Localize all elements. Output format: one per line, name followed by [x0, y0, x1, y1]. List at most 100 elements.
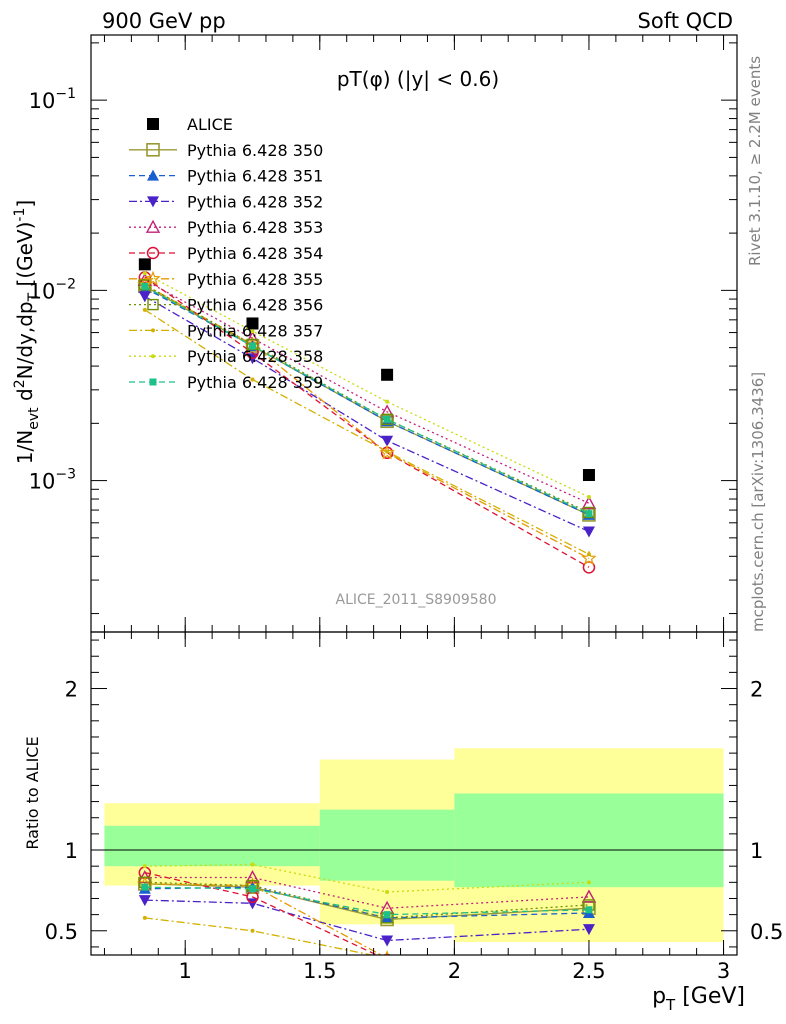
data-point — [142, 307, 147, 312]
main-series-10 — [141, 282, 593, 518]
ratio-series-line — [144, 883, 383, 955]
x-tick-label: 1 — [179, 959, 192, 983]
stat-uncertainty-band — [104, 825, 320, 867]
legend-marker — [146, 143, 160, 157]
data-point — [383, 415, 391, 423]
legend-marker — [145, 219, 161, 233]
ratio-point — [250, 928, 255, 933]
ratio-series-8 — [142, 862, 591, 895]
ratio-point — [585, 906, 593, 914]
data-point — [142, 271, 147, 276]
main-series-0 — [138, 258, 595, 482]
legend-item: Pythia 6.428 354 — [129, 244, 323, 263]
mcplots-note: mcplots.cern.ch [arXiv:1306.3436] — [749, 372, 767, 632]
ratio-bands — [104, 748, 724, 943]
ratio-series-line — [144, 899, 590, 942]
stat-uncertainty-band — [454, 793, 724, 888]
main-series-5 — [138, 271, 596, 574]
ratio-point — [250, 862, 255, 867]
legend-label: Pythia 6.428 357 — [187, 321, 323, 340]
legend-item: Pythia 6.428 356 — [129, 296, 323, 315]
legend-marker — [147, 118, 159, 130]
legend-marker — [147, 196, 159, 208]
rivet-note: Rivet 3.1.10, ≥ 2.2M events — [746, 56, 764, 266]
ratio-series-line — [144, 883, 590, 921]
legend-item: Pythia 6.428 352 — [129, 192, 323, 211]
legend-label: Pythia 6.428 358 — [187, 347, 323, 366]
main-series-line — [144, 279, 590, 504]
ratio-point — [138, 895, 151, 907]
legend-marker — [149, 378, 157, 386]
data-point — [586, 552, 591, 557]
ratio-y-tick-label: 1 — [65, 839, 78, 863]
data-point — [250, 377, 255, 382]
data-point — [141, 282, 149, 290]
legend-label: Pythia 6.428 356 — [187, 296, 323, 315]
main-series-line — [144, 295, 590, 533]
main-series-line — [144, 285, 590, 515]
ratio-point — [581, 889, 597, 903]
data-point — [586, 494, 591, 499]
ratio-point — [385, 890, 390, 895]
ratio-point — [245, 870, 260, 884]
legend-label: Pythia 6.428 350 — [187, 141, 323, 160]
ratio-series-line — [144, 863, 590, 893]
legend-item: Pythia 6.428 353 — [129, 218, 323, 237]
legend-label: Pythia 6.428 354 — [187, 244, 323, 263]
data-point — [250, 329, 255, 334]
data-point — [583, 506, 595, 519]
ratio-y-tick-label: 2 — [65, 678, 78, 702]
ratio-point — [383, 953, 392, 955]
ratio-ylabel: Ratio to ALICE — [23, 736, 42, 849]
x-tick-label: 3 — [717, 959, 730, 983]
data-point — [582, 469, 595, 482]
data-point — [249, 342, 256, 350]
legend-label: Pythia 6.428 355 — [187, 270, 323, 289]
data-point — [138, 258, 151, 271]
data-point — [381, 413, 393, 426]
data-point — [385, 449, 390, 454]
data-point — [246, 317, 259, 330]
main-ylabel: 1/Nevt d2N/dy,dpT [(GeV)-1] — [12, 200, 42, 464]
legend-marker — [145, 270, 161, 286]
ratio-point — [142, 864, 147, 869]
ratio-point — [381, 935, 394, 947]
ratio-point — [141, 883, 149, 891]
ratio-series — [137, 862, 597, 955]
main-series — [137, 258, 597, 574]
main-series-9 — [142, 271, 591, 499]
main-series-line — [144, 287, 590, 516]
ratio-point — [383, 911, 391, 919]
main-ylabel-text: 1/Nevt d2N/dy,dpT [(GeV)-1] — [12, 200, 42, 464]
main-series-3 — [138, 291, 595, 538]
y-tick-label: 10−2 — [29, 276, 76, 303]
legend-item: Pythia 6.428 350 — [129, 141, 323, 160]
stat-uncertainty-band — [319, 809, 455, 881]
ratio-point — [142, 915, 147, 920]
main-series-8 — [142, 307, 591, 557]
legend: ALICE Pythia 6.428 350 Pythia 6.428 351 Pyt… — [129, 115, 323, 392]
legend-marker — [147, 298, 159, 311]
data-point — [582, 526, 595, 538]
legend-item: Pythia 6.428 359 — [129, 373, 323, 392]
legend-item: Pythia 6.428 351 — [129, 167, 323, 186]
data-point — [585, 510, 593, 518]
x-axis-label: pT [GeV] — [652, 984, 745, 1014]
data-point — [581, 495, 597, 509]
ratio-series-line — [144, 876, 590, 909]
legend-item: Pythia 6.428 355 — [129, 270, 323, 289]
main-series-7 — [139, 279, 595, 519]
ratio-frame — [90, 631, 738, 956]
data-point — [581, 550, 597, 566]
main-series-line — [144, 284, 590, 559]
data-point — [385, 399, 390, 404]
ratio-y-tick-label: 1 — [750, 839, 763, 863]
ratio-axis-ticks: 0.5 0.5 1 1 2 2 1 1.5 2 2.5 3 — [45, 632, 783, 983]
main-series-line — [144, 284, 590, 514]
ratio-y-tick-label: 2 — [750, 678, 763, 702]
x-tick-label: 2 — [448, 959, 461, 983]
legend-label: Pythia 6.428 359 — [187, 373, 323, 392]
legend-marker — [147, 169, 159, 181]
ratio-point — [586, 880, 591, 885]
